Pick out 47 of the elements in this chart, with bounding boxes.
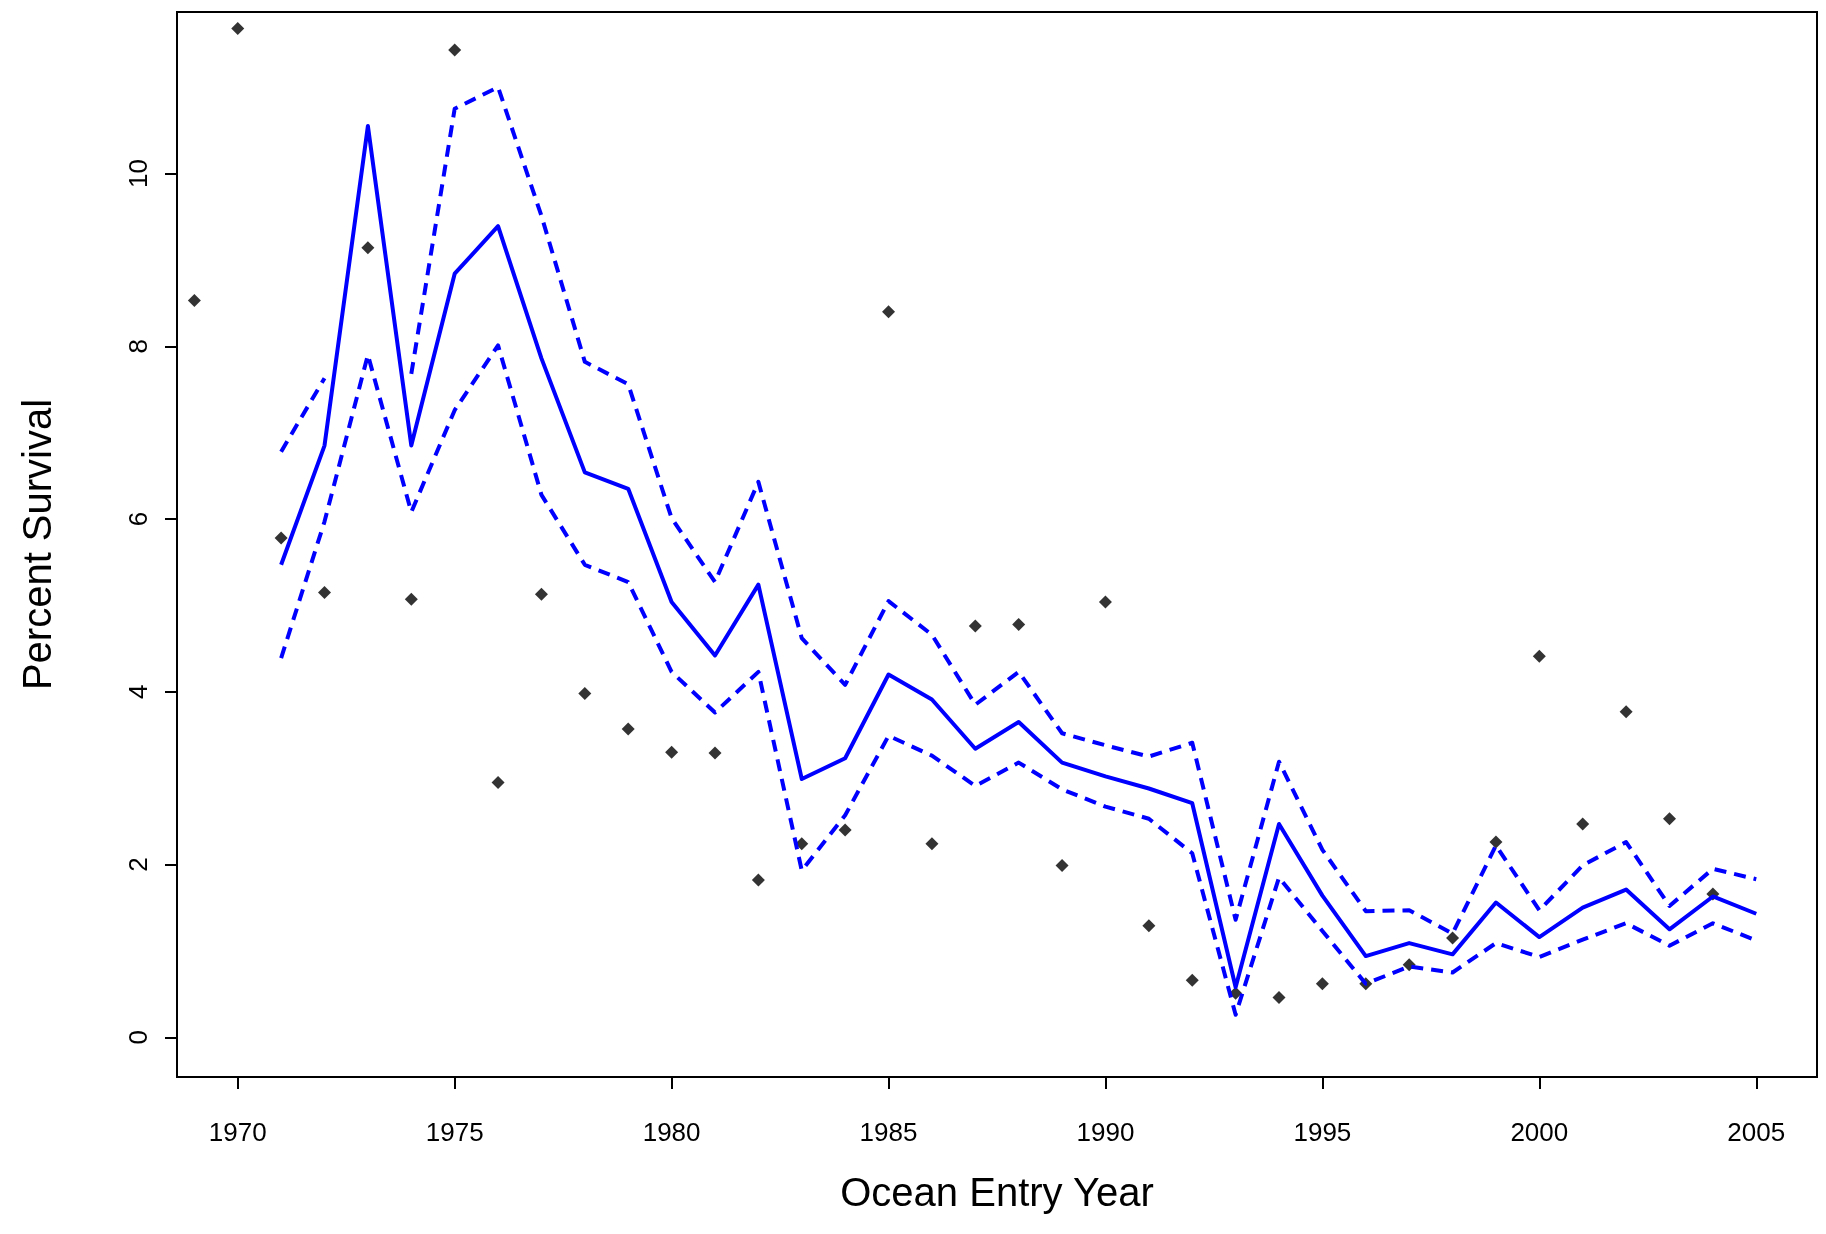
point <box>448 43 462 57</box>
point <box>838 823 852 837</box>
point <box>274 531 288 545</box>
x-tick-label: 1990 <box>1076 1117 1135 1147</box>
x-tick-label: 2000 <box>1510 1117 1569 1147</box>
point <box>665 745 679 759</box>
point <box>1012 617 1026 631</box>
x-tick-label: 1985 <box>859 1117 918 1147</box>
point <box>621 722 635 736</box>
y-tick-label: 10 <box>123 159 153 188</box>
point <box>491 775 505 789</box>
point <box>1055 858 1069 872</box>
point <box>1272 991 1286 1005</box>
point <box>1098 595 1112 609</box>
x-tick-label: 1980 <box>642 1117 701 1147</box>
x-axis-title: Ocean Entry Year <box>840 1170 1154 1214</box>
point <box>1185 973 1199 987</box>
point <box>404 592 418 606</box>
point <box>534 587 548 601</box>
point <box>187 293 201 307</box>
point <box>751 873 765 887</box>
x-tick-label: 1975 <box>425 1117 484 1147</box>
point <box>968 619 982 633</box>
point <box>361 241 375 255</box>
point <box>1315 977 1329 991</box>
x-tick-label: 1970 <box>208 1117 267 1147</box>
point <box>318 585 332 599</box>
point <box>1532 649 1546 663</box>
point <box>1662 812 1676 826</box>
point <box>708 746 722 760</box>
point <box>1619 705 1633 719</box>
y-axis-title: Percent Survival <box>15 398 59 691</box>
y-tick-label: 2 <box>123 857 153 872</box>
y-tick-label: 6 <box>123 511 153 527</box>
point <box>1576 817 1590 831</box>
point <box>925 837 939 851</box>
point <box>1489 835 1503 849</box>
y-tick-label: 0 <box>123 1030 153 1045</box>
y-tick-label: 4 <box>123 684 153 699</box>
x-tick-label: 2005 <box>1727 1117 1786 1147</box>
point <box>231 21 245 35</box>
point <box>1446 931 1460 945</box>
y-tick-label: 8 <box>123 339 153 354</box>
point <box>882 305 896 319</box>
point <box>578 687 592 700</box>
point <box>1142 919 1156 933</box>
x-tick-label: 1995 <box>1293 1117 1352 1147</box>
